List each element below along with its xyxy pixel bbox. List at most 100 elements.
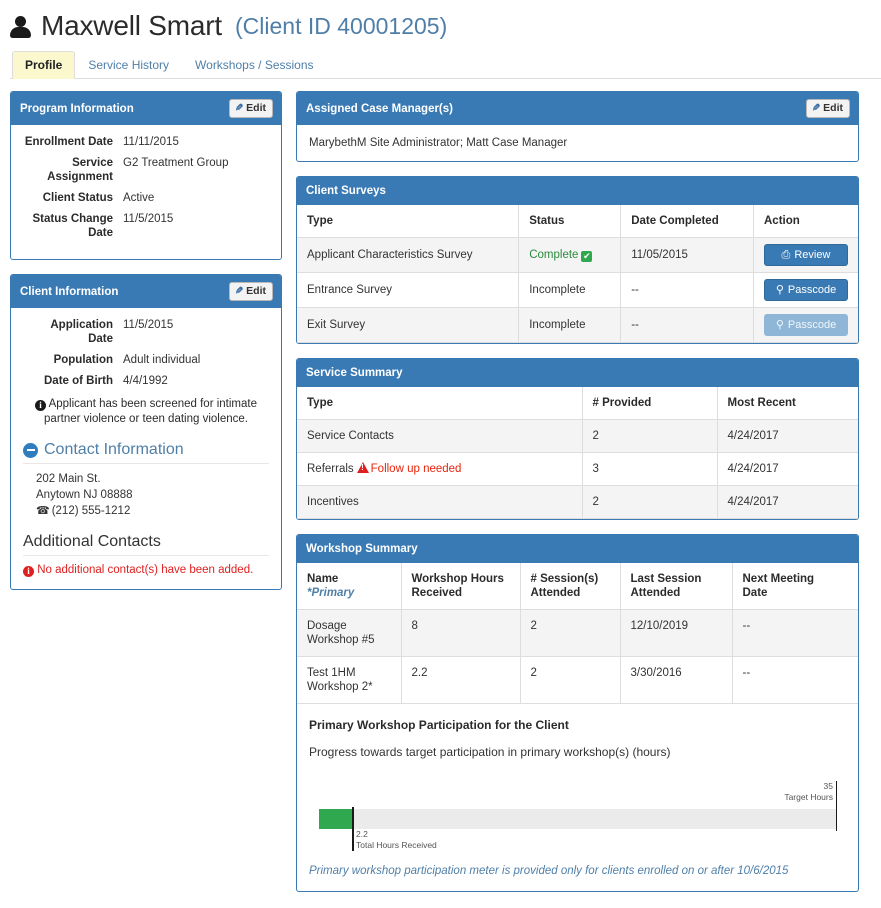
table-row: Exit Survey Incomplete -- ⚲ Passcode (297, 307, 858, 343)
field-label: Service Assignment (47, 157, 113, 183)
tab-workshops-sessions[interactable]: Workshops / Sessions (195, 58, 314, 72)
tab-profile[interactable]: Profile (12, 51, 76, 79)
workshop-sessions: 2 (520, 656, 621, 704)
edit-case-managers-button[interactable]: ✎ Edit (805, 99, 850, 118)
column-header-name-line2: *Primary (307, 587, 355, 599)
survey-action: ⚲ Passcode (753, 272, 858, 308)
left-column: Program Information ✎ Edit Enrollment Da… (10, 91, 282, 604)
panel-title: Workshop Summary (306, 543, 418, 555)
table-row: Dosage Workshop #5 8 2 12/10/2019 -- (297, 609, 858, 657)
address-line-2: Anytown NJ 08888 (36, 489, 133, 501)
column-header-action: Action (753, 205, 858, 238)
edit-label: Edit (246, 102, 266, 114)
screening-note-text: Applicant has been screened for intimate… (44, 398, 257, 425)
field-value: 11/5/2015 (123, 319, 174, 331)
phone-number: (212) 555-1212 (51, 505, 131, 517)
column-header-last-session-line1: Last Session (630, 573, 702, 585)
column-header-last-session-line2: Attended (630, 587, 681, 599)
panel-header: Assigned Case Manager(s) ✎ Edit (297, 92, 858, 125)
panel-title: Service Summary (306, 367, 403, 379)
content-columns: Program Information ✎ Edit Enrollment Da… (0, 79, 881, 906)
column-header-sessions-line2: Attended (530, 587, 581, 599)
field-value: Active (123, 192, 155, 204)
contact-information-title: Contact Information (44, 441, 184, 458)
list-item: Client Status Active (23, 191, 269, 205)
meter-title: Primary Workshop Participation for the C… (309, 718, 569, 732)
edit-client-information-button[interactable]: ✎ Edit (228, 282, 273, 301)
column-header-provided: # Provided (582, 387, 718, 420)
phone-row: ☎ (212) 555-1212 (36, 503, 269, 519)
field-value: G2 Treatment Group (123, 157, 229, 169)
client-surveys-table: Type Status Date Completed Action Applic… (297, 205, 858, 343)
case-managers-value: MarybethM Site Administrator; Matt Case … (309, 137, 568, 149)
current-value-caption: Total Hours Received (356, 840, 437, 850)
printer-icon: ⎙ (781, 249, 791, 261)
list-item: Service Assignment G2 Treatment Group (23, 156, 269, 184)
definition-list: Application Date 11/5/2015 Population Ad… (23, 318, 269, 388)
contact-information-toggle[interactable]: Contact Information (23, 441, 269, 464)
panel-client-surveys: Client Surveys Type Status Date Complete… (296, 176, 859, 344)
workshop-next-meeting: -- (732, 609, 858, 657)
contact-address: 202 Main St. Anytown NJ 08888 ☎ (212) 555… (23, 464, 269, 519)
title-row: Maxwell Smart (Client ID 40001205) (10, 10, 881, 42)
info-icon: i (35, 400, 47, 411)
field-value: 11/5/2015 (123, 213, 174, 225)
workshop-hours: 2.2 (401, 656, 521, 704)
current-value-marker (352, 807, 354, 851)
survey-type: Applicant Characteristics Survey (297, 237, 520, 273)
column-header-date-completed: Date Completed (620, 205, 754, 238)
column-header-hours-line1: Workshop Hours (411, 573, 504, 585)
edit-program-information-button[interactable]: ✎ Edit (228, 99, 273, 118)
current-value-label: 2.2 Total Hours Received (356, 829, 437, 851)
survey-action: ⎙ Review (753, 237, 858, 273)
passcode-button-disabled: ⚲ Passcode (764, 314, 848, 336)
service-most-recent: 4/24/2017 (717, 419, 858, 453)
minus-circle-icon (23, 442, 38, 458)
column-header-most-recent: Most Recent (717, 387, 858, 420)
tab-service-history[interactable]: Service History (88, 58, 170, 72)
panel-body: Application Date 11/5/2015 Population Ad… (11, 308, 281, 589)
column-header-last-session: Last Session Attended (620, 563, 733, 610)
review-button[interactable]: ⎙ Review (764, 244, 848, 266)
additional-contacts-label: Additional Contacts (23, 533, 161, 550)
no-additional-contacts-text: No additional contact(s) have been added… (37, 564, 254, 576)
table-row: Referrals Follow up needed 3 4/24/2017 (297, 452, 858, 486)
screening-note: i Applicant has been screened for intima… (23, 397, 269, 427)
table-header-row: Name *Primary Workshop Hours Received # … (297, 563, 858, 610)
panel-title: Assigned Case Manager(s) (306, 102, 453, 115)
panel-header: Workshop Summary (297, 535, 858, 563)
target-value-label: 35 Target Hours (784, 781, 833, 803)
passcode-button[interactable]: ⚲ Passcode (764, 279, 848, 301)
service-most-recent: 4/24/2017 (717, 452, 858, 486)
field-label: Application Date (50, 319, 113, 345)
survey-date: -- (620, 272, 754, 308)
passcode-label: Passcode (787, 284, 837, 296)
pencil-icon: ✎ (811, 103, 821, 114)
panel-header: Program Information ✎ Edit (11, 92, 281, 125)
column-header-next-meeting: Next Meeting Date (732, 563, 858, 610)
meter-subtitle: Progress towards target participation in… (309, 745, 671, 759)
meter-footnote: Primary workshop participation meter is … (309, 865, 789, 877)
list-item: Application Date 11/5/2015 (23, 318, 269, 346)
panel-title: Program Information (20, 102, 134, 115)
column-header-hours: Workshop Hours Received (401, 563, 521, 610)
panel-header: Client Information ✎ Edit (11, 275, 281, 308)
tab-bar: Profile Service History Workshops / Sess… (10, 51, 881, 79)
pencil-icon: ✎ (234, 103, 244, 114)
table-header-row: Type # Provided Most Recent (297, 387, 858, 420)
service-provided: 3 (582, 452, 718, 486)
page-title: Maxwell Smart (41, 10, 222, 41)
table-header-row: Type Status Date Completed Action (297, 205, 858, 238)
info-icon-red: i (23, 566, 34, 577)
current-value: 2.2 (356, 829, 368, 839)
column-header-next-meeting-line1: Next Meeting (742, 573, 815, 585)
survey-action: ⚲ Passcode (753, 307, 858, 343)
passcode-label: Passcode (787, 319, 837, 331)
panel-case-managers: Assigned Case Manager(s) ✎ Edit Marybeth… (296, 91, 859, 162)
workshop-last-session: 3/30/2016 (620, 656, 733, 704)
service-type: Service Contacts (297, 419, 583, 453)
table-row: Test 1HM Workshop 2* 2.2 2 3/30/2016 -- (297, 656, 858, 704)
additional-contacts-title: Additional Contacts (23, 533, 269, 556)
panel-header: Client Surveys (297, 177, 858, 205)
table-row: Service Contacts 2 4/24/2017 (297, 419, 858, 453)
